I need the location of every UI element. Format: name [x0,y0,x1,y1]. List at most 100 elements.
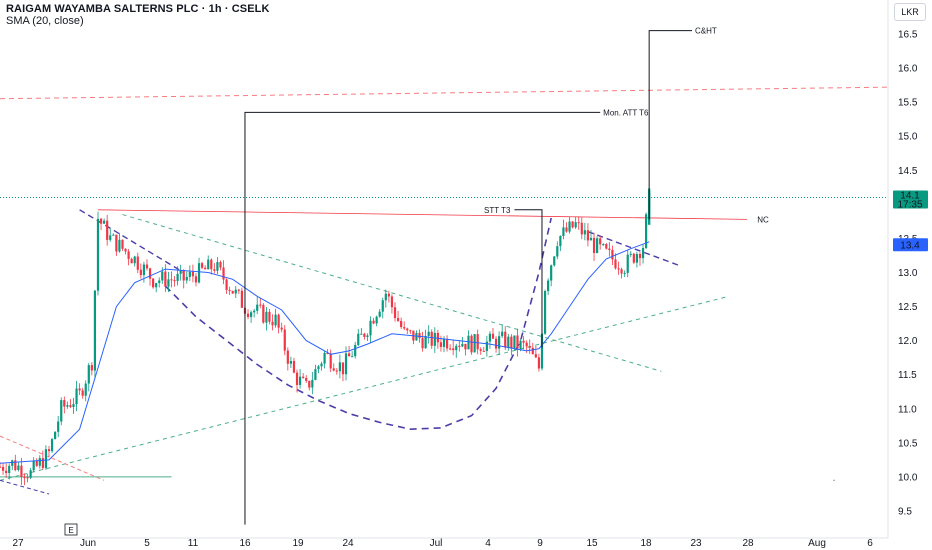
candle-body [109,235,112,240]
candle-body [249,312,253,317]
candle-body [326,352,329,354]
candle-body [259,304,262,306]
candle-body [360,333,363,335]
x-tick-label: Jun [80,538,96,549]
candle-body [219,261,222,268]
y-tick-label: 14.5 [898,166,918,177]
candle-body [476,334,479,350]
candle-body [592,237,596,253]
candle-body [1,466,5,471]
candle-body [571,221,574,228]
candle-body [256,304,259,311]
candle-body [473,334,476,353]
candle-body [298,376,302,385]
candle-body [231,290,234,294]
candle-body [614,259,617,269]
y-tick-label: 11.5 [898,370,917,381]
candle-body [396,318,400,321]
candle-body [406,328,409,331]
trendline-purple-short[interactable] [0,479,50,495]
candle-body [347,353,351,357]
candle-body [338,362,341,372]
candle-body [69,405,72,407]
candle-body [246,313,250,317]
candle-body [390,296,394,308]
candle-body [635,254,639,263]
candle-body [445,338,449,349]
candle-body [112,234,115,236]
x-tick-label: 18 [640,538,652,549]
earnings-marker-label: E [68,526,73,535]
candle-body [540,333,544,369]
measure-mon-att[interactable] [244,111,601,525]
candle-body [559,235,562,247]
candle-body [620,269,623,274]
candle-body [314,369,317,380]
candle-body [436,332,439,343]
candle-body [565,227,568,232]
candle-body [305,377,308,381]
candle-body [5,470,8,474]
candle-body [17,465,20,471]
candle-body [583,230,586,235]
trendline-descending[interactable] [122,214,662,372]
candle-body [0,466,2,468]
trendline-red-short[interactable] [0,435,105,481]
sma-price-value: 13.4 [900,241,920,252]
candle-body [467,335,470,350]
candle-body [534,354,537,358]
candle-body [479,349,482,351]
candle-body [608,248,611,251]
candle-body [197,263,201,283]
channel-line-right[interactable] [587,230,681,267]
candle-body [99,218,103,224]
candle-body [482,350,485,352]
candle-body [173,280,176,282]
candle-body [179,269,182,274]
candle-body [234,289,237,294]
candle-body [271,321,274,326]
candle-body [556,246,559,257]
candle-body [289,360,292,364]
candle-body [148,268,152,279]
candle-body [176,273,179,281]
y-tick-label: 12.5 [898,302,918,313]
candle-body [60,400,63,422]
candle-body [351,356,354,358]
cup-curve[interactable] [164,217,552,431]
y-tick-label: 10.5 [898,438,918,449]
trendline-ascending[interactable] [0,295,729,481]
candle-body [38,458,41,466]
candle-body [335,370,338,372]
candle-body [35,460,38,466]
candle-body [378,311,381,317]
candle-body [63,400,66,407]
candle-body [283,329,286,351]
measure-cht[interactable] [648,30,693,220]
candle-body [240,290,244,308]
y-tick-label: 11.0 [898,404,917,415]
candle-body [185,276,188,281]
resistance-dashed-line[interactable] [0,86,889,100]
indicator-label: SMA (20, close) [6,15,84,27]
candle-body [550,265,553,281]
candle-body [20,465,23,477]
candle-body [121,239,124,249]
candle-body [72,404,75,407]
x-tick-label: Aug [808,538,826,549]
neckline[interactable] [97,209,748,220]
earnings-marker[interactable] [64,523,78,536]
candle-body [191,271,195,277]
measure-stt[interactable] [514,209,543,348]
candle-body [387,293,390,297]
candle-body [8,465,11,474]
currency-button[interactable]: LKR [894,3,926,21]
candle-body [268,311,271,322]
candle-body [507,336,510,348]
y-tick-label: 16.5 [898,30,918,41]
candle-body [145,264,149,269]
candle-body [525,342,528,347]
candle-body [537,357,541,369]
candle-body [644,214,648,248]
